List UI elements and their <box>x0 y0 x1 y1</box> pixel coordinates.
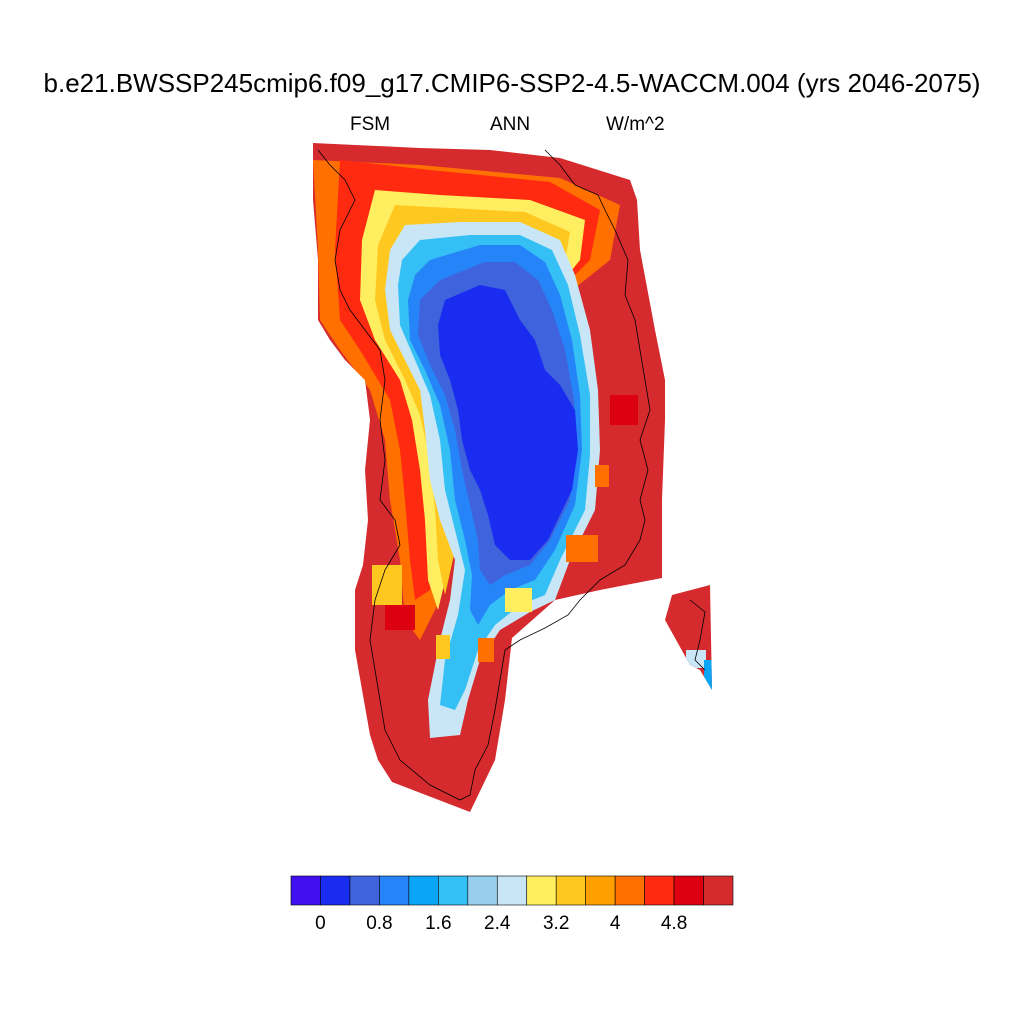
colorbar-box <box>555 875 586 906</box>
colorbar-labels: 0 0.8 1.6 2.4 3.2 4 4.8 <box>315 913 687 934</box>
island-blue <box>704 660 712 690</box>
field-patch <box>478 638 494 662</box>
colorbar-tick-label: 2.4 <box>484 913 511 934</box>
colorbar-box <box>320 875 351 906</box>
page-title: b.e21.BWSSP245cmip6.f09_g17.CMIP6-SSP2-4… <box>43 68 981 98</box>
colorbar-box <box>526 875 557 906</box>
field-patch <box>436 635 450 659</box>
colorbar-tick-label: 3.2 <box>543 913 569 934</box>
colorbar-box <box>379 875 410 906</box>
field-patch <box>610 395 638 425</box>
colorbar-box <box>703 875 734 906</box>
colorbar-tick-label: 0 <box>315 913 326 934</box>
colorbar-box <box>467 875 498 906</box>
colorbar-tick-label: 0.8 <box>366 913 392 934</box>
colorbar-boxes <box>290 875 734 906</box>
field-patch <box>505 588 532 612</box>
colorbar-tick-label: 4.8 <box>661 913 687 934</box>
field-patch <box>566 535 598 562</box>
colorbar-tick-label: 4 <box>610 913 621 934</box>
colorbar-box <box>349 875 380 906</box>
field-patch <box>385 605 415 630</box>
colorbar-box <box>614 875 645 906</box>
colorbar-box <box>438 875 469 906</box>
season-label: ANN <box>490 114 531 135</box>
units-label: W/m^2 <box>606 114 665 135</box>
colorbar-box <box>585 875 616 906</box>
colorbar-box <box>408 875 439 906</box>
field-patch <box>595 465 609 487</box>
colorbar-box <box>644 875 675 906</box>
colorbar-box <box>290 875 321 906</box>
field-interior <box>438 285 578 560</box>
colorbar-tick-label: 1.6 <box>425 913 451 934</box>
variable-label: FSM <box>350 114 391 135</box>
colorbar-box <box>496 875 528 906</box>
coastline <box>317 149 651 801</box>
colorbar-box <box>673 875 704 906</box>
greenland-field <box>313 143 665 812</box>
coastline-island <box>689 599 706 671</box>
island-light <box>686 650 706 668</box>
field-patch <box>372 565 402 605</box>
